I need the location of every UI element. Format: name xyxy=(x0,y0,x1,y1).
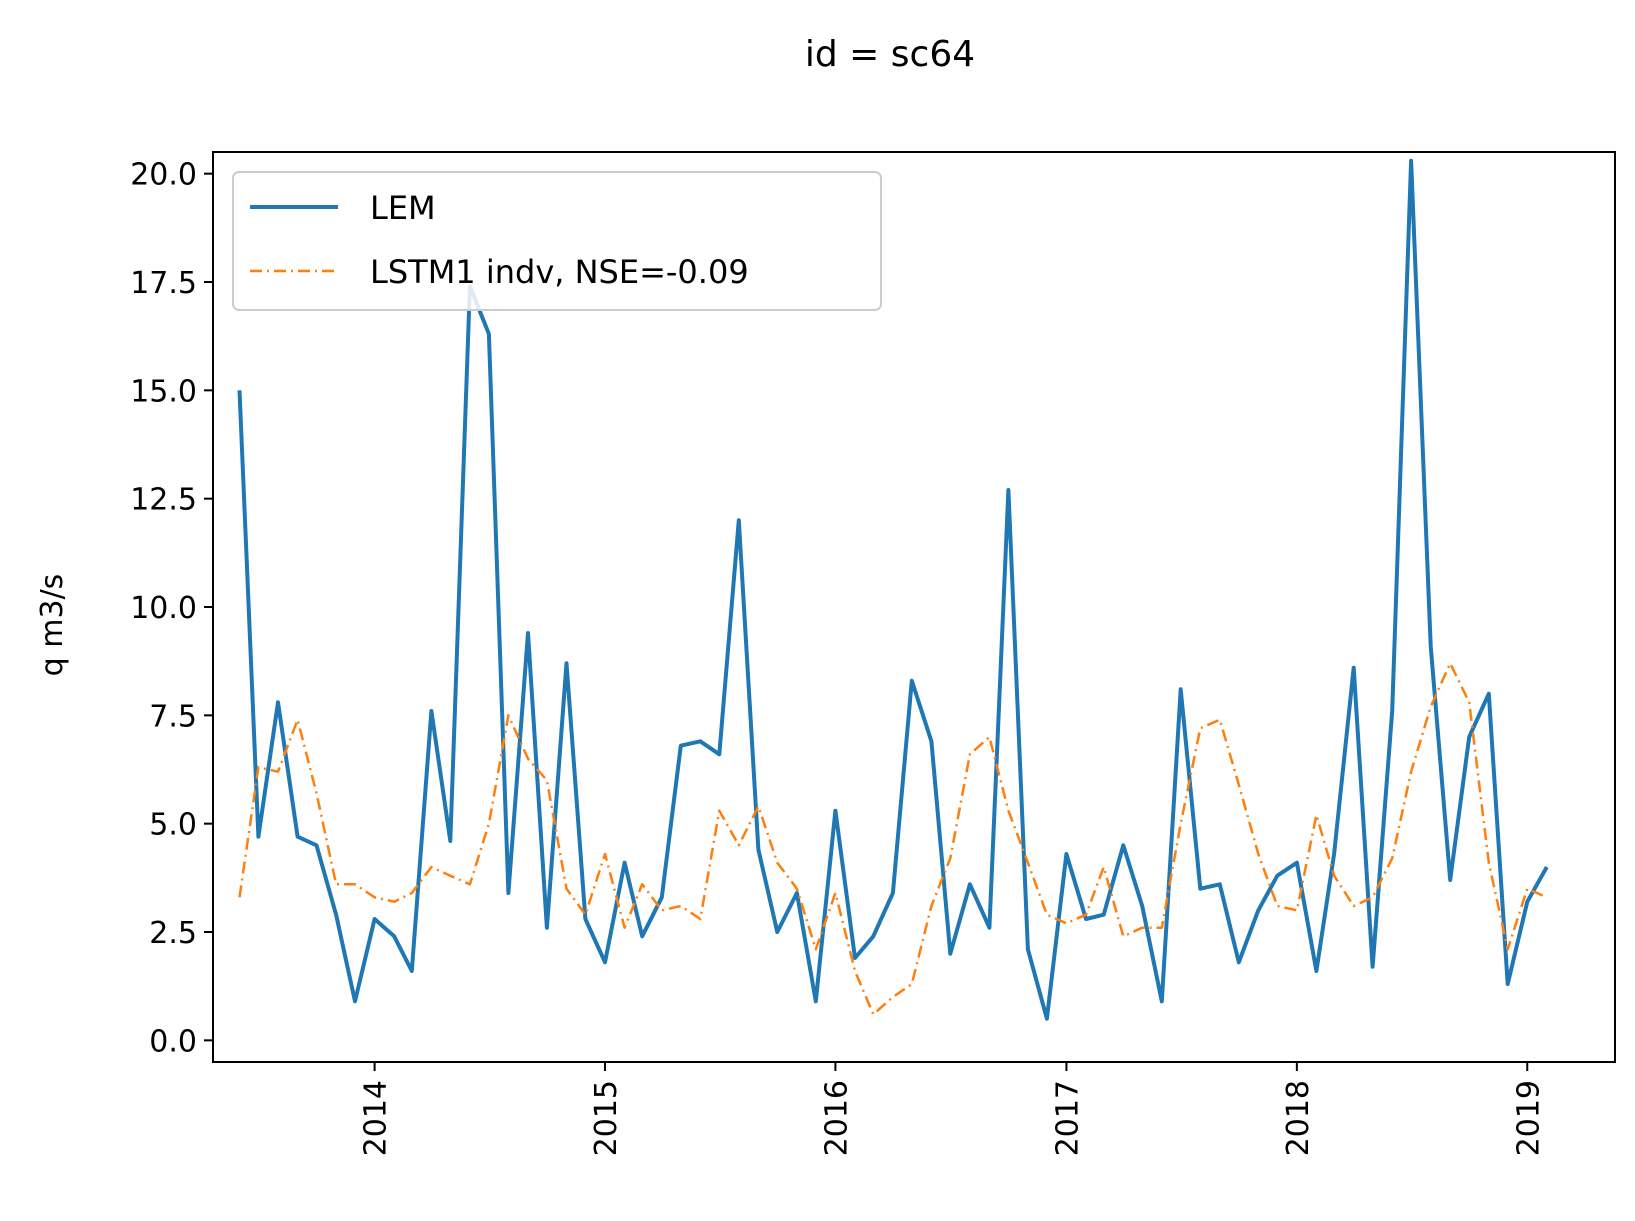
y-axis: 0.0 2.5 5.0 7.5 10.0 12.5 15.0 17.5 20.0 xyxy=(130,158,213,1059)
y-tick-label: 10.0 xyxy=(130,591,197,626)
y-tick-label: 5.0 xyxy=(149,808,197,843)
x-tick-label: 2018 xyxy=(1281,1080,1316,1156)
y-tick-label: 15.0 xyxy=(130,374,197,409)
x-tick-label: 2014 xyxy=(359,1080,394,1156)
x-tick-label: 2017 xyxy=(1050,1080,1085,1156)
legend-label-lem: LEM xyxy=(370,189,436,227)
chart-title: id = sc64 xyxy=(805,34,975,75)
y-tick-label: 7.5 xyxy=(149,699,197,734)
series-line-1 xyxy=(238,662,1548,1016)
y-tick-label: 12.5 xyxy=(130,483,197,518)
x-tick-label: 2019 xyxy=(1511,1080,1546,1156)
x-tick-label: 2016 xyxy=(819,1080,854,1156)
y-tick-label: 0.0 xyxy=(149,1024,197,1059)
series-line-0 xyxy=(237,158,1549,1021)
y-tick-label: 2.5 xyxy=(149,916,197,951)
x-tick-label: 2015 xyxy=(589,1080,624,1156)
legend-label-lstm1: LSTM1 indv, NSE=-0.09 xyxy=(370,253,749,291)
legend: LEM LSTM1 indv, NSE=-0.09 xyxy=(232,171,882,311)
y-axis-label: q m3/s xyxy=(35,574,70,677)
y-tick-label: 20.0 xyxy=(130,158,197,193)
y-tick-label: 17.5 xyxy=(130,266,197,301)
legend-frame xyxy=(232,171,882,311)
x-axis: 2014 2015 2016 2017 2018 2019 xyxy=(359,1062,1546,1156)
